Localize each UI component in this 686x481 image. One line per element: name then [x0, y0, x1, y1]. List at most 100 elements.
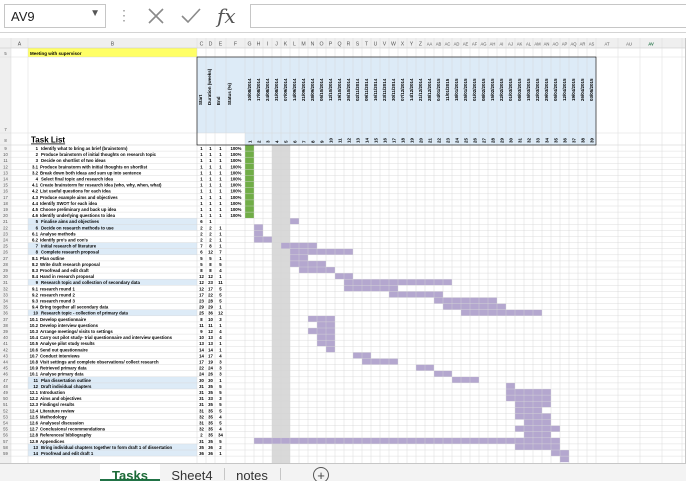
- gantt-bar: [245, 151, 254, 158]
- week-date-label: 12/04/2015: [562, 78, 567, 101]
- task-name: Decide on research methods to use: [41, 225, 114, 230]
- week-header-cell: [398, 57, 407, 145]
- task-duration: 17: [208, 286, 213, 291]
- task-duration: 1: [209, 207, 212, 212]
- task-status: 100%: [231, 158, 242, 163]
- task-end: 4: [219, 353, 222, 358]
- task-duration: 35: [208, 390, 213, 395]
- column-letter: V: [383, 42, 387, 48]
- task-name: Identify what to bring as brief (brainst…: [41, 146, 128, 151]
- week-number-label: 23: [446, 137, 451, 143]
- task-id: 9.4: [32, 305, 39, 310]
- task-start: 10: [199, 335, 204, 340]
- task-end: 5: [219, 384, 222, 389]
- week-date-label: 18/01/2015: [454, 78, 459, 101]
- task-id: 8.1: [32, 256, 39, 261]
- formula-input[interactable]: [250, 4, 686, 28]
- row-number: 34: [3, 299, 8, 304]
- task-duration: 2: [209, 231, 212, 236]
- task-end: 1: [219, 164, 222, 169]
- main-task-fill: [28, 309, 197, 316]
- tab-notes[interactable]: notes: [236, 468, 268, 481]
- close-icon[interactable]: [143, 4, 169, 28]
- main-task-fill: [28, 242, 197, 249]
- week-header-cell: [281, 57, 290, 145]
- row-number: 48: [3, 384, 8, 389]
- row-number: 45: [3, 366, 8, 371]
- task-end: 1: [219, 274, 222, 279]
- plus-icon[interactable]: +: [313, 467, 329, 481]
- gantt-bar: [245, 193, 254, 200]
- task-end: 3: [219, 396, 222, 401]
- task-duration: 1: [209, 177, 212, 182]
- tab-tasks[interactable]: Tasks: [100, 464, 160, 481]
- fx-icon[interactable]: fx: [217, 4, 236, 28]
- task-end: 34: [218, 433, 223, 438]
- check-icon[interactable]: [178, 4, 204, 28]
- formula-bar: AV9 ▼ ⋮ fx: [0, 0, 686, 33]
- week-number-label: 21: [428, 137, 433, 143]
- week-date-label: 14/09/2014: [292, 78, 297, 101]
- task-status: 100%: [231, 213, 242, 218]
- task-id: 8: [36, 250, 39, 255]
- task-id: 9: [36, 280, 39, 285]
- task-end: 1: [219, 213, 222, 218]
- column-letter: AR: [580, 42, 586, 47]
- task-end: 1: [219, 177, 222, 182]
- task-id: 9.1: [32, 286, 39, 291]
- task-duration: 2: [209, 238, 212, 243]
- column-letter: G: [247, 42, 251, 48]
- week-number-label: 9: [320, 140, 325, 143]
- task-start: 8: [200, 317, 203, 322]
- week-number-label: 28: [491, 137, 496, 143]
- task-name: List useful questions for each idea: [40, 189, 111, 194]
- column-letter: N: [311, 42, 315, 48]
- task-duration: 1: [209, 146, 212, 151]
- week-date-label: 25/01/2015: [463, 78, 468, 101]
- task-end: 4: [219, 335, 222, 340]
- week-header-cell: [461, 57, 470, 145]
- task-id: 10.2: [30, 323, 39, 328]
- name-box[interactable]: AV9 ▼: [4, 4, 106, 28]
- chevron-down-icon[interactable]: ▼: [90, 8, 100, 19]
- week-header-cell: [317, 57, 326, 145]
- task-start: 14: [199, 353, 204, 358]
- task-start: 24: [199, 372, 204, 377]
- task-start: 12: [199, 274, 204, 279]
- row-number: 13: [3, 170, 8, 175]
- main-task-fill: [28, 450, 197, 457]
- week-date-label: 21/12/2014: [418, 78, 423, 101]
- week-date-label: 22/03/2015: [535, 78, 540, 101]
- worksheet-grid[interactable]: Meeting with supervisor Start Duration (we…: [0, 38, 686, 463]
- task-name: Decide on shortlist of two ideas: [41, 158, 106, 163]
- task-name: References/ bibliography: [40, 433, 92, 438]
- task-status: 100%: [231, 189, 242, 194]
- row-number: 18: [3, 201, 8, 206]
- column-header-label: Status (%): [227, 82, 232, 105]
- row-number: 51: [3, 402, 8, 407]
- task-name: Carry out pilot study- trial questionnai…: [40, 335, 173, 340]
- tab-sheet4[interactable]: Sheet4: [171, 468, 213, 481]
- task-id: 2: [36, 152, 39, 157]
- row-number: 23: [3, 231, 8, 236]
- gantt-bar: [506, 395, 551, 402]
- task-start: 13: [199, 341, 204, 346]
- task-id: 9.2: [32, 292, 39, 297]
- task-name: Select final topic and research idea: [41, 177, 113, 182]
- week-number-label: 11: [338, 138, 343, 143]
- task-duration: 1: [209, 219, 212, 224]
- row-number: 47: [3, 378, 8, 383]
- row-number: 54: [3, 421, 8, 426]
- column-letter: AQ: [570, 42, 577, 47]
- task-start: 1: [200, 195, 203, 200]
- header-border: [196, 56, 597, 146]
- task-start: 1: [200, 183, 203, 188]
- more-options-icon[interactable]: ⋮: [117, 7, 131, 23]
- week-header-cell: [497, 57, 506, 145]
- task-status: 100%: [231, 195, 242, 200]
- row-number: 15: [3, 183, 8, 188]
- week-header-cell: [299, 57, 308, 145]
- week-number-label: 17: [392, 137, 397, 143]
- gantt-bar: [245, 199, 254, 206]
